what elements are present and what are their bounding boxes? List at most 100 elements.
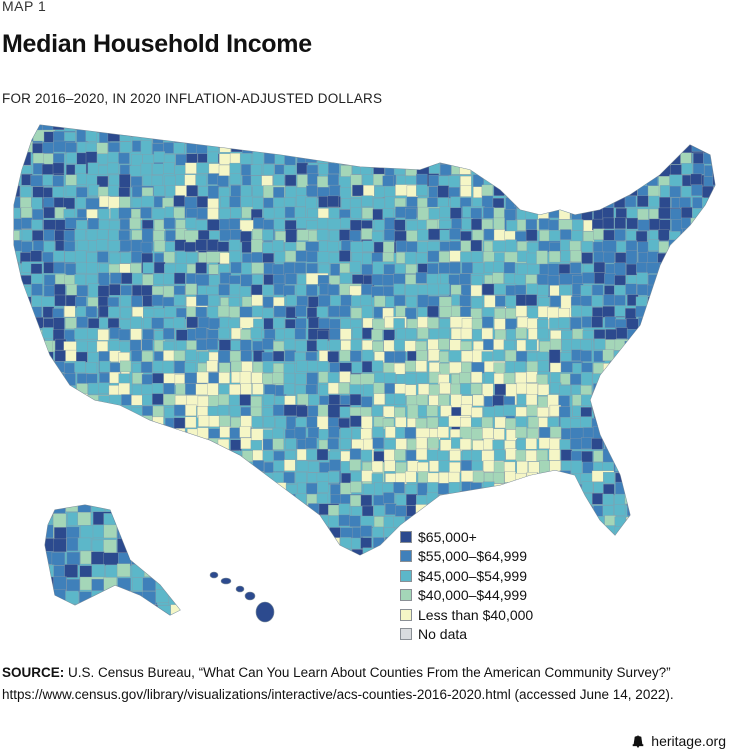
county-cell <box>460 306 472 318</box>
county-cell <box>118 329 131 341</box>
county-cell <box>42 251 54 264</box>
county-cell <box>494 383 506 396</box>
county-cell <box>516 494 528 507</box>
county-cell <box>648 407 661 419</box>
county-cell <box>231 460 243 483</box>
county-cell <box>19 130 31 142</box>
county-cell <box>164 241 177 253</box>
county-cell <box>647 538 659 550</box>
heritage-brand[interactable]: heritage.org <box>631 733 726 749</box>
county-cell <box>251 274 264 286</box>
county-cell <box>406 196 418 208</box>
county-cell <box>373 197 385 210</box>
county-cell <box>691 125 704 130</box>
county-cell <box>714 481 715 493</box>
county-cell <box>713 252 715 265</box>
county-cell <box>170 526 180 541</box>
county-cell <box>515 131 539 143</box>
county-cell <box>505 505 517 518</box>
county-cell <box>33 240 45 252</box>
county-cell <box>405 328 417 340</box>
county-cell <box>307 405 320 417</box>
county-cell <box>186 437 198 450</box>
county-cell <box>76 393 88 406</box>
county-cell <box>572 527 595 540</box>
county-cell <box>604 162 628 174</box>
county-cell <box>680 405 692 417</box>
source-citation: U.S. Census Bureau, “What Can You Learn … <box>68 665 671 680</box>
county-cell <box>129 473 141 485</box>
county-cell <box>14 240 23 252</box>
county-cell <box>283 197 296 209</box>
county-cell <box>570 250 582 262</box>
county-cell <box>679 481 692 493</box>
county-cell <box>118 437 130 449</box>
county-cell <box>682 307 694 319</box>
county-cell <box>691 340 703 353</box>
county-cell <box>395 494 408 506</box>
county-cell <box>393 318 405 330</box>
county-cell <box>692 318 705 330</box>
county-cell <box>156 564 170 579</box>
county-cells <box>14 125 715 555</box>
county-cell <box>285 438 297 450</box>
county-cell <box>65 385 77 397</box>
county-cell <box>157 605 171 615</box>
county-cell <box>418 383 430 396</box>
county-cell <box>239 516 251 539</box>
source-url[interactable]: https://www.census.gov/library/visualiza… <box>2 687 674 702</box>
county-cell <box>526 187 538 199</box>
county-cell <box>493 151 516 163</box>
county-cell <box>580 538 593 550</box>
county-cell <box>572 129 595 141</box>
county-cell <box>360 525 372 537</box>
county-cell <box>85 362 98 374</box>
county-cell <box>349 448 362 460</box>
county-cell <box>230 360 243 373</box>
county-cell <box>614 217 626 229</box>
county-cell <box>690 396 703 408</box>
county-cell <box>593 132 616 144</box>
county-cell <box>283 363 295 375</box>
county-cell <box>152 536 176 548</box>
county-cell <box>527 427 539 440</box>
county-cell <box>296 536 309 549</box>
county-cell <box>99 415 111 438</box>
county-cell <box>14 394 22 407</box>
county-cell <box>657 461 680 473</box>
county-cell <box>393 283 405 296</box>
county-cell <box>41 473 65 485</box>
county-cell <box>175 473 187 485</box>
county-cell <box>306 536 329 549</box>
county-cell <box>714 450 715 462</box>
county-cell <box>262 296 275 308</box>
county-cell <box>54 427 67 439</box>
county-cell <box>713 197 715 210</box>
county-cell <box>472 394 484 407</box>
county-cell <box>251 527 264 539</box>
county-cell <box>604 374 616 386</box>
county-cell <box>77 505 92 514</box>
county-cell <box>569 549 582 555</box>
county-cell <box>76 239 89 252</box>
county-cell <box>404 515 417 528</box>
county-cell <box>659 371 672 383</box>
county-cell <box>53 394 65 406</box>
map-subtitle: FOR 2016–2020, IN 2020 INFLATION-ADJUSTE… <box>2 91 383 106</box>
county-cell <box>427 503 439 515</box>
county-cell <box>416 184 428 196</box>
county-cell <box>594 548 606 555</box>
county-cell <box>339 187 352 199</box>
county-cell <box>296 405 308 418</box>
county-cell <box>602 493 614 506</box>
county-cell <box>19 349 43 373</box>
county-cell <box>33 538 45 550</box>
county-cell <box>329 527 341 539</box>
county-cell <box>262 140 274 153</box>
county-cell <box>129 493 142 505</box>
county-cell <box>65 471 77 483</box>
county-cell <box>229 196 241 208</box>
county-cell <box>559 439 571 451</box>
county-cell <box>131 517 143 529</box>
county-cell <box>262 515 274 528</box>
